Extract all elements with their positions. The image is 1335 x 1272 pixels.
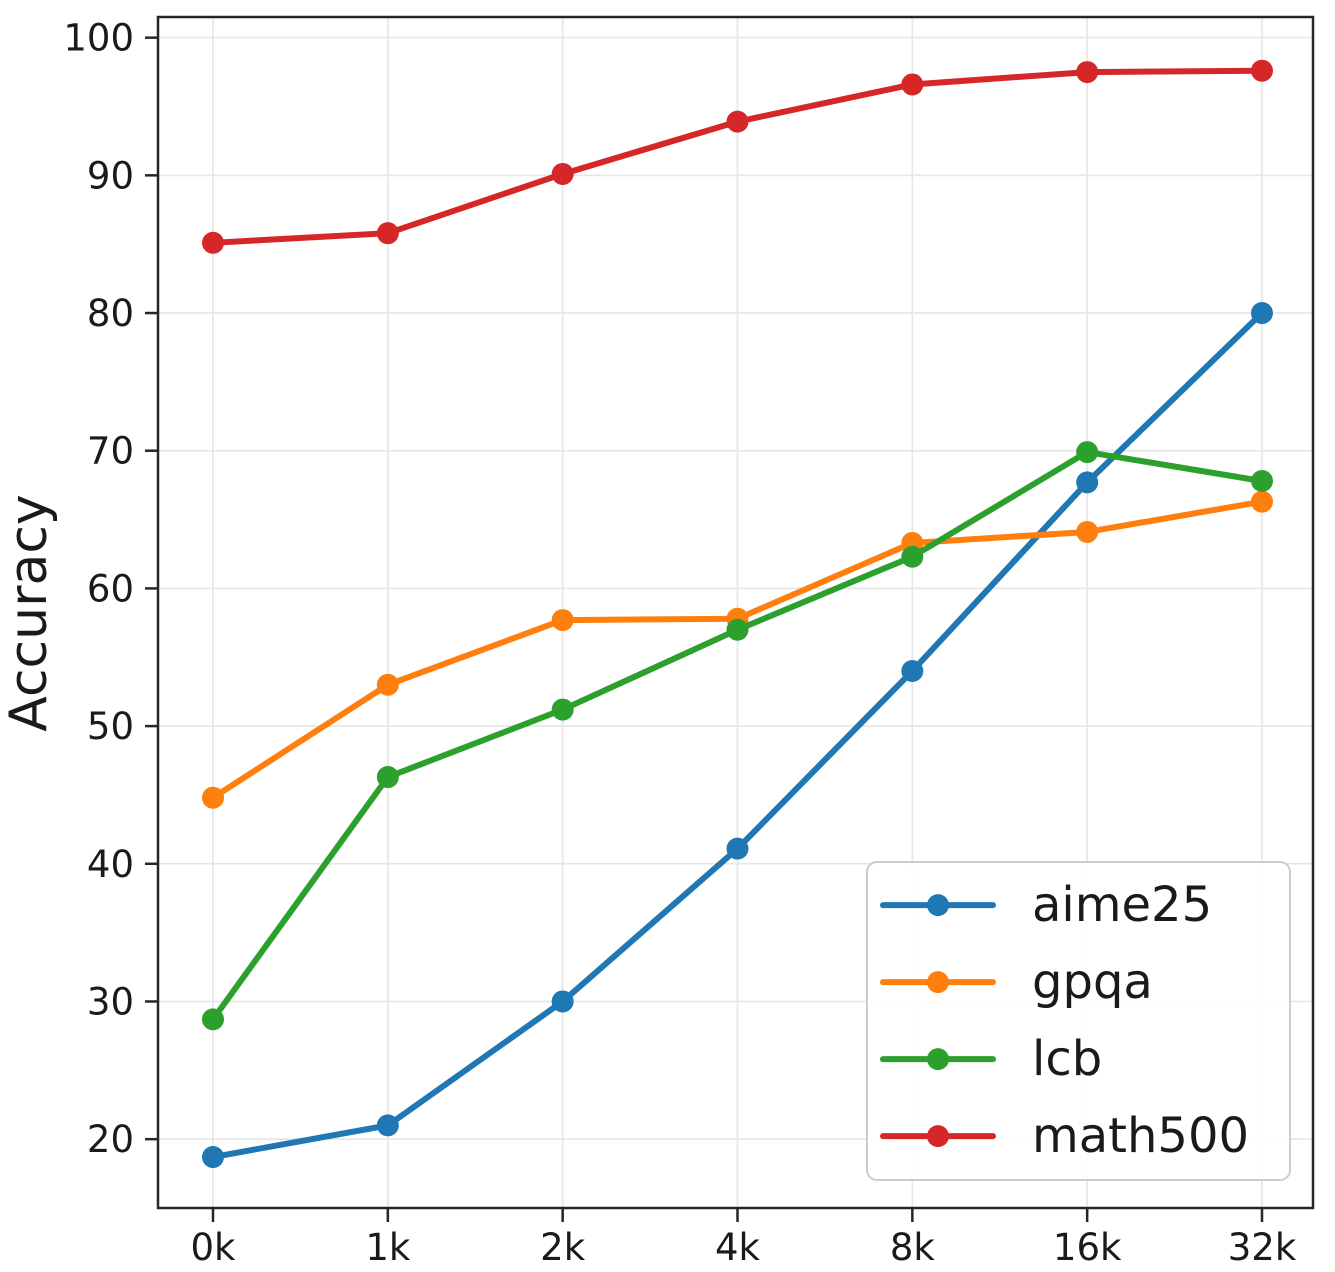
legend-label-lcb: lcb [1032,1031,1102,1087]
legend-box [866,861,1291,1181]
data-point-math500-2k [551,162,574,185]
legend-label-math500: math500 [1032,1108,1249,1164]
data-point-lcb-32k [1251,470,1273,493]
y-tick-label: 100 [63,17,134,60]
x-tick-label: 32k [1228,1226,1297,1269]
data-point-math500-16k [1076,61,1099,84]
legend-marker-aime25 [927,894,949,917]
data-point-lcb-0k [202,1008,224,1031]
data-point-gpqa-2k [551,609,574,632]
plot-border [156,15,1315,1210]
y-tick-label: 70 [87,430,134,473]
legend-label-aime25: aime25 [1032,877,1212,933]
data-point-lcb-4k [726,618,749,641]
data-point-lcb-1k [376,766,399,789]
data-point-gpqa-16k [1076,520,1099,543]
x-tick-label: 4k [715,1226,761,1269]
y-tick-label: 40 [87,843,134,886]
y-tick-label: 90 [87,154,134,197]
spine-layer [156,15,1315,1210]
data-point-lcb-2k [551,698,574,721]
tick-layer: 20 30 40 50 60 70 80 90 100 0k 1k 2k 4k 8k 16k 32k [63,17,1296,1269]
data-point-aime25-2k [551,990,574,1013]
data-point-math500-4k [726,110,749,133]
legend-marker-lcb [927,1048,949,1071]
legend: aime25 gpqa lcb math500 [866,861,1291,1181]
legend-marker-math500 [927,1125,949,1148]
y-tick-label: 60 [87,567,134,610]
data-point-math500-32k [1251,59,1273,82]
data-point-gpqa-1k [376,673,399,696]
x-tick-label: 8k [890,1226,936,1269]
y-tick-label: 30 [87,980,134,1023]
data-point-math500-8k [901,73,924,96]
data-point-aime25-32k [1251,302,1273,325]
x-tick-label: 0k [191,1226,237,1269]
data-point-math500-0k [202,231,224,254]
series-layer [202,59,1273,1169]
legend-label-gpqa: gpqa [1032,954,1153,1010]
data-point-gpqa-32k [1251,490,1273,513]
y-tick-label: 50 [87,705,134,748]
data-point-gpqa-0k [202,786,224,809]
y-axis-label: Accuracy [0,494,59,731]
x-tick-label: 1k [365,1226,411,1269]
y-tick-label: 80 [87,292,134,335]
y-tick-label: 20 [87,1118,134,1161]
data-point-aime25-1k [376,1114,399,1137]
data-point-aime25-16k [1076,471,1099,494]
x-tick-label: 16k [1053,1226,1122,1269]
data-point-lcb-8k [901,545,924,568]
data-point-lcb-16k [1076,441,1099,464]
data-point-math500-1k [376,222,399,245]
data-point-aime25-8k [901,660,924,683]
data-point-aime25-4k [726,837,749,860]
x-tick-label: 2k [540,1226,586,1269]
legend-marker-gpqa [927,971,949,994]
data-point-aime25-0k [202,1146,224,1169]
